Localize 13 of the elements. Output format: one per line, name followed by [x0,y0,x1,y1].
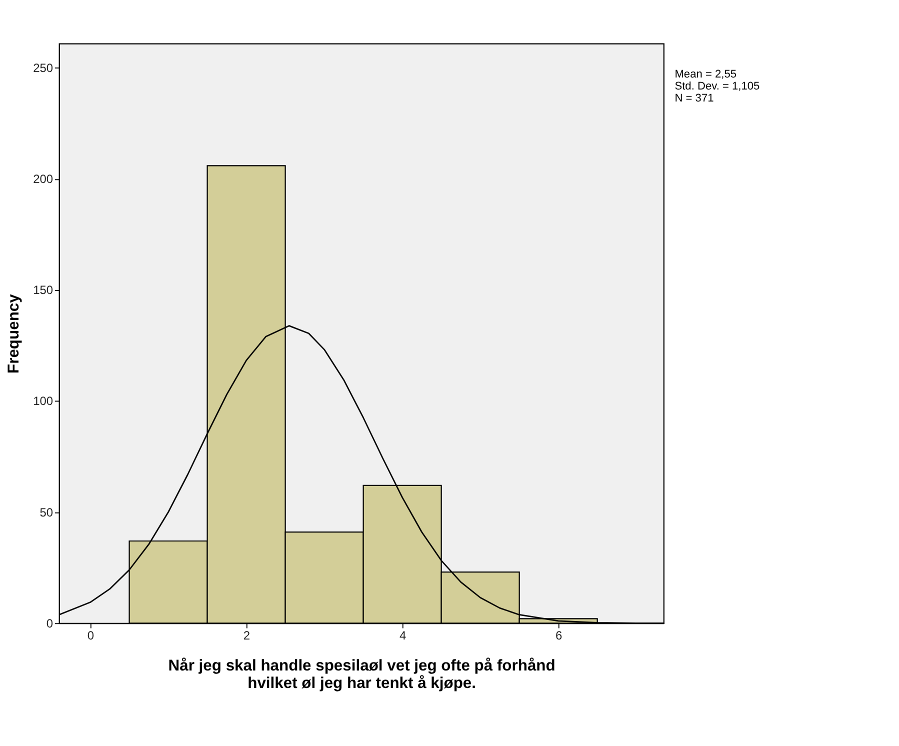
y-tick-label: 200 [33,172,54,186]
x-axis-title: Når jeg skal handle spesilaøl vet jeg ofte på forhånd hvilket øl jeg har tenkt å kjøpe. [168,658,556,692]
x-tick-label: 6 [555,628,562,642]
text: Mean = 2,55 Std. Dev. = 1,105 N = 371 [674,68,760,105]
y-tick-label: 0 [46,616,54,630]
x-tick-label: 2 [243,628,250,642]
y-tick-label: 150 [33,283,54,298]
y-tick-label: 100 [33,394,54,408]
x-tick-label: 4 [399,628,406,642]
x-tick-label: 0 [87,628,94,642]
y-tick-label: 250 [33,61,54,76]
y-axis-title: Frequency [5,294,22,374]
y-tick-label: 50 [40,505,54,520]
